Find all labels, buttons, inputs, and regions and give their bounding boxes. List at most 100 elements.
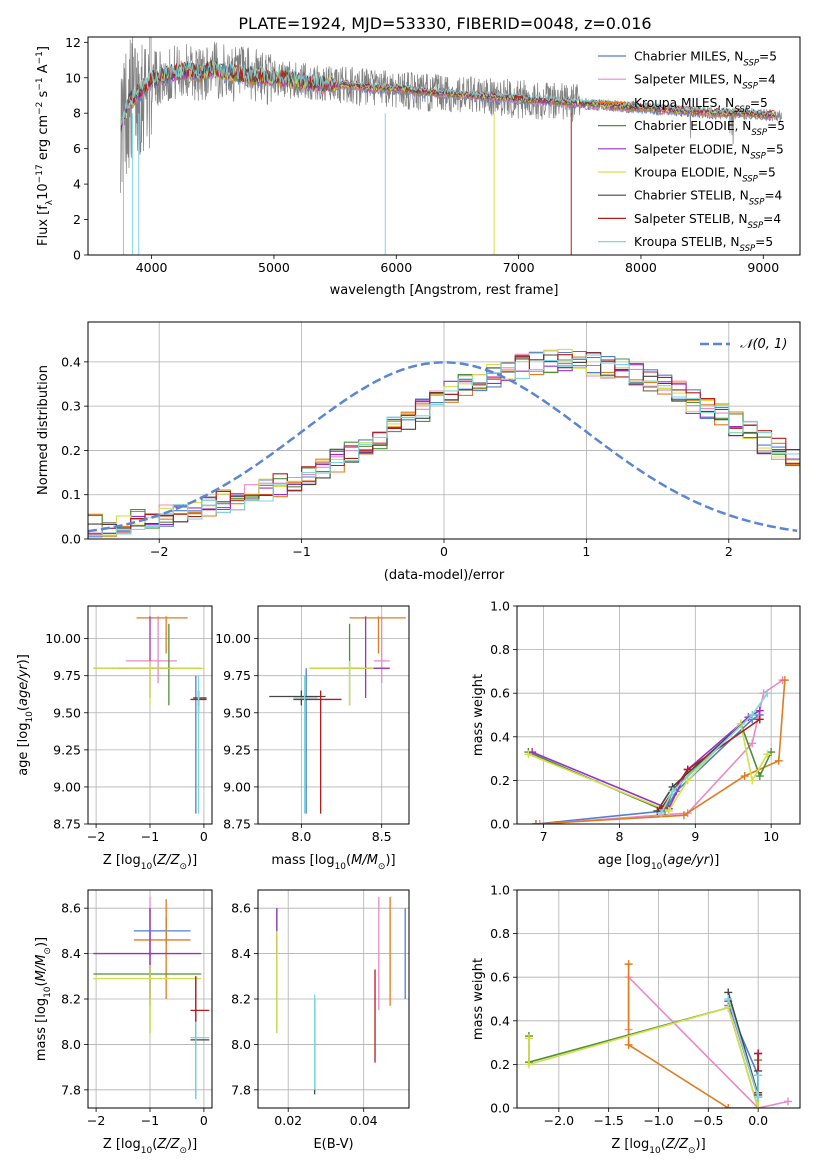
model-spectrum-line (120, 59, 776, 126)
y-tick-label: 0.2 (61, 443, 81, 458)
x-tick-label: 0.02 (274, 1113, 302, 1128)
x-tick-label: −2.0 (544, 1113, 574, 1128)
y-tick-label: 0.0 (490, 1101, 510, 1116)
y-tick-label: 8.2 (231, 992, 251, 1007)
mass-weight-marker (524, 750, 533, 759)
x-tick-label: 0 (200, 1113, 208, 1128)
x-tick-label: −0.5 (693, 1113, 723, 1128)
mass-weight-marker (657, 809, 666, 818)
y-tick-label: 10.00 (215, 631, 251, 646)
x-tick-label: 5000 (258, 260, 290, 275)
age-vs-z-panel: −2 −1 0 8.75 9.00 9.25 9.50 9.75 10.00 Z [log10(Z… (16, 605, 213, 872)
residual-histogram-step (88, 348, 800, 536)
x-tick-label: −2 (87, 829, 105, 844)
mass-weight-marker (724, 995, 733, 1003)
errorbar-point (193, 690, 207, 706)
legend-label: Kroupa MILES, NSSP=5 (634, 96, 768, 115)
mass-weight-marker (624, 960, 633, 969)
residuals-y-label: Normed distribution (36, 365, 51, 495)
legend-label: Chabrier ELODIE, NSSP=5 (634, 119, 785, 138)
residuals-axes: −2 −1 0 1 2 0.0 0.1 0.2 0.3 0.4 (61, 322, 800, 559)
mass-weight-line (627, 964, 759, 1108)
mass-axis-label: mass [log10(M/M⊙)] (271, 853, 395, 872)
mass-weight-marker (535, 820, 544, 824)
axes-frame (516, 605, 801, 825)
mass-vs-ebv-axes: 0.02 0.04 7.8 8.0 8.2 8.4 8.6 (231, 890, 409, 1128)
axes-frame (257, 889, 410, 1109)
spectrum-axes: 4000 5000 6000 7000 8000 9000 0 2 4 6 8 10 12 (65, 35, 779, 275)
spectrum-legend: Chabrier MILES, NSSP=5 Salpeter MILES, NS… (598, 50, 785, 254)
mass-weight-series (524, 1003, 763, 1108)
y-tick-label: 0.2 (490, 1057, 510, 1072)
axes-frame (257, 605, 410, 825)
mass-weight-marker (748, 776, 757, 785)
x-tick-label: −1.5 (593, 1113, 623, 1128)
residual-histogram-step (88, 352, 800, 529)
mass-weight-marker (755, 772, 764, 781)
y-tick-label: 0.4 (61, 354, 81, 369)
age-axis-label: age [log10(age/yr)] (598, 853, 720, 872)
mass-weight-series (528, 706, 764, 813)
axes-frame (87, 889, 213, 1109)
y-tick-label: 8.0 (231, 1037, 251, 1052)
x-tick-label: −2 (87, 1113, 105, 1128)
legend-label: Salpeter ELODIE, NSSP=5 (634, 142, 784, 161)
ebv-x-label: E(B-V) (313, 1137, 353, 1152)
mass-weight-series (524, 1003, 763, 1108)
legend-label: Kroupa STELIB, NSSP=5 (634, 235, 773, 254)
y-tick-label: 9.25 (53, 742, 81, 757)
y-tick-label: 9.75 (223, 668, 251, 683)
y-tick-label: 0.8 (490, 642, 510, 657)
y-tick-label: 7.8 (231, 1082, 251, 1097)
residuals-plot-area (88, 348, 800, 538)
y-tick-label: 0 (73, 248, 81, 263)
legend-label: Salpeter MILES, NSSP=4 (634, 73, 776, 92)
mass-weight-marker (763, 689, 772, 698)
legend-label: Chabrier MILES, NSSP=5 (634, 50, 777, 69)
y-tick-label: 0.3 (61, 399, 81, 414)
y-tick-label: 8 (73, 106, 81, 121)
mass-weight-marker (683, 765, 692, 774)
y-tick-label: 8.2 (61, 992, 81, 1007)
axes-frame (87, 605, 213, 825)
y-tick-label: 8.75 (223, 817, 251, 832)
x-tick-label: 2 (725, 544, 733, 559)
errorbar-point (293, 675, 318, 814)
x-tick-label: 8000 (625, 260, 657, 275)
errorbar-point (117, 616, 172, 698)
age-vs-mass-plot-area (269, 616, 406, 814)
y-tick-label: 10.00 (45, 631, 81, 646)
residual-histogram-step (88, 352, 800, 535)
residual-histogram-step (88, 350, 800, 529)
x-tick-label: 7 (540, 829, 548, 844)
mass-vs-ebv-plot-area (276, 896, 406, 1095)
mass-weight-marker (740, 772, 749, 781)
errorbar-point (349, 616, 406, 654)
massweight-vs-Z-plot-area (524, 960, 793, 1108)
y-tick-label: 0.2 (490, 773, 510, 788)
mass-weight-marker (664, 806, 673, 815)
mass-weight-line (528, 1006, 759, 1108)
x-tick-label: −2 (150, 544, 168, 559)
mass-weight-marker (724, 1104, 733, 1108)
y-tick-label: 0.4 (490, 1013, 510, 1028)
x-tick-label: 7000 (503, 260, 535, 275)
normal-reference-curve (88, 361, 798, 533)
y-tick-label: 0.0 (61, 532, 81, 547)
mass-weight-marker (754, 1049, 763, 1058)
errorbar-point (93, 964, 202, 1034)
axes-frame (516, 889, 801, 1109)
mass-weight-marker (524, 1034, 533, 1043)
mass-weight-marker (780, 676, 789, 685)
massweight-vs-z-panel: −2.0 −1.5 −1.0 −0.5 0.0 0.0 0.2 0.4 0.6 0.8 1.0 Z [… (471, 883, 801, 1156)
axes-frame (87, 321, 801, 540)
x-tick-label: 1 (582, 544, 590, 559)
massweight-vs-age-plot-area (524, 676, 789, 824)
y-tick-label: 0.4 (490, 729, 510, 744)
mass-weight-series (724, 995, 763, 1102)
y-tick-label: 9.50 (223, 705, 251, 720)
y-tick-label: 9.75 (53, 668, 81, 683)
residuals-x-label: (data-model)/error (384, 568, 505, 583)
z-axis-label: Z [log10(Z/Z⊙)] (103, 853, 197, 872)
